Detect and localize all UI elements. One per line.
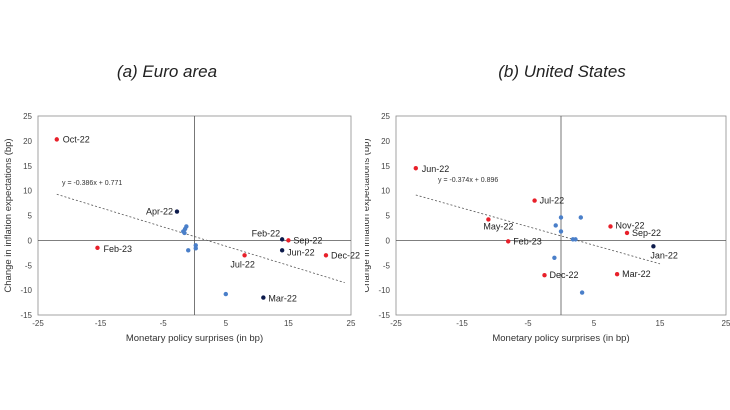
scatter-point-jul-22 <box>532 198 537 203</box>
point-label-feb-23: Feb-23 <box>513 236 542 246</box>
scatter-point <box>558 229 564 234</box>
point-label-jun-22: Jun-22 <box>422 164 450 174</box>
scatter-point-sep-22 <box>624 230 630 236</box>
scatter-point-feb-22 <box>279 237 285 242</box>
scatter-point-jun-22 <box>413 166 418 171</box>
y-tick-label: -15 <box>20 311 32 320</box>
scatter-point-nov-22 <box>608 224 613 229</box>
scatter-point-jul-22 <box>242 253 247 258</box>
y-tick-label: 25 <box>381 112 390 121</box>
chart-title-united-states: (b) United States <box>498 62 626 81</box>
point-label-feb-22: Feb-22 <box>252 228 281 238</box>
euro-area-scatter-chart: -25 -15 -5 5 15 252520151050-5-10-15Monetary … <box>3 112 360 344</box>
scatter-point <box>223 291 228 297</box>
y-tick-label: 10 <box>381 187 390 196</box>
point-label-oct-22: Oct-22 <box>63 134 90 144</box>
x-axis-label: Monetary policy surprises (in bp) <box>492 333 629 344</box>
x-tick-label: -15 <box>456 319 468 328</box>
scatter-point <box>552 255 557 260</box>
y-tick-label: 0 <box>28 236 33 245</box>
point-label-dec-22: Dec-22 <box>550 270 579 280</box>
scatter-point-dec-22 <box>323 253 329 258</box>
x-tick-label: 25 <box>722 319 730 328</box>
point-label-nov-22: Nov-22 <box>616 220 645 230</box>
scatter-point <box>184 224 189 229</box>
point-label-may-22: May-22 <box>483 221 513 231</box>
y-axis-label: Change in inflation expectations (bp) <box>365 138 372 292</box>
united-states-scatter-chart: -25 -15 -5 5 15 252520151050-5-10-15Monetary … <box>365 112 730 344</box>
point-label-jun-22: Jun-22 <box>287 247 315 257</box>
y-tick-label: 25 <box>23 112 32 121</box>
scatter-point <box>578 215 583 220</box>
point-label-mar-22: Mar-22 <box>622 269 651 279</box>
scatter-point <box>558 215 564 220</box>
y-tick-label: 20 <box>381 137 390 146</box>
scatter-point <box>553 223 558 228</box>
scatter-point <box>573 237 578 242</box>
scatter-point-mar-22 <box>614 272 620 277</box>
x-tick-label: 15 <box>656 319 665 328</box>
scatter-point-may-22 <box>486 217 491 222</box>
scatter-point-feb-23 <box>95 245 100 251</box>
scatter-point-apr-22 <box>174 209 180 214</box>
point-label-jul-22: Jul-22 <box>540 196 565 206</box>
point-label-sep-22: Sep-22 <box>632 228 661 238</box>
x-tick-label: 5 <box>224 319 229 328</box>
scatter-point <box>579 290 585 295</box>
scatter-point-jun-22 <box>279 248 285 253</box>
chart-title-euro-area: (a) Euro area <box>116 62 218 81</box>
y-tick-label: 5 <box>28 212 33 221</box>
point-label-jul-22: Jul-22 <box>230 259 255 269</box>
scatter-point-feb-23 <box>506 239 511 244</box>
scatter-point-sep-22 <box>286 238 291 243</box>
scatter-point-jan-22 <box>651 244 656 249</box>
y-tick-label: -5 <box>383 261 391 270</box>
x-tick-label: 15 <box>284 319 293 328</box>
y-tick-label: 0 <box>386 236 391 245</box>
scatter-point-mar-22 <box>261 295 266 300</box>
y-tick-label: -10 <box>20 286 32 295</box>
x-tick-label: -15 <box>95 319 107 328</box>
scatter-point <box>193 246 198 251</box>
point-label-sep-22: Sep-22 <box>293 235 322 245</box>
point-label-dec-22: Dec-22 <box>331 250 360 260</box>
y-tick-label: 15 <box>381 162 390 171</box>
y-tick-label: -5 <box>25 261 33 270</box>
y-tick-label: 20 <box>23 137 32 146</box>
point-label-apr-22: Apr-22 <box>146 207 173 217</box>
scatter-point <box>186 248 191 253</box>
y-tick-label: 5 <box>386 212 391 221</box>
y-tick-label: -15 <box>378 311 390 320</box>
x-tick-label: -25 <box>32 319 44 328</box>
y-axis-label: Change in inflation expectations (bp) <box>3 138 14 292</box>
trendline-equation: y = -0.374x + 0.896 <box>438 177 498 184</box>
trendline-equation: y = -0.386x + 0.771 <box>62 180 122 187</box>
x-tick-label: 5 <box>592 319 597 328</box>
y-tick-label: 15 <box>23 162 32 171</box>
x-tick-label: -25 <box>390 319 402 328</box>
y-tick-label: -10 <box>378 286 390 295</box>
scatter-point <box>182 230 187 236</box>
scatter-point-dec-22 <box>542 273 547 278</box>
x-tick-label: -5 <box>160 319 168 328</box>
scatter-point-oct-22 <box>54 137 59 142</box>
x-tick-label: -5 <box>524 319 532 328</box>
y-tick-label: 10 <box>23 187 32 196</box>
point-label-feb-23: Feb-23 <box>103 244 132 254</box>
x-axis-label: Monetary policy surprises (in bp) <box>126 333 263 344</box>
point-label-jan-22: Jan-22 <box>650 250 678 260</box>
point-label-mar-22: Mar-22 <box>268 294 297 304</box>
x-tick-label: 25 <box>347 319 356 328</box>
